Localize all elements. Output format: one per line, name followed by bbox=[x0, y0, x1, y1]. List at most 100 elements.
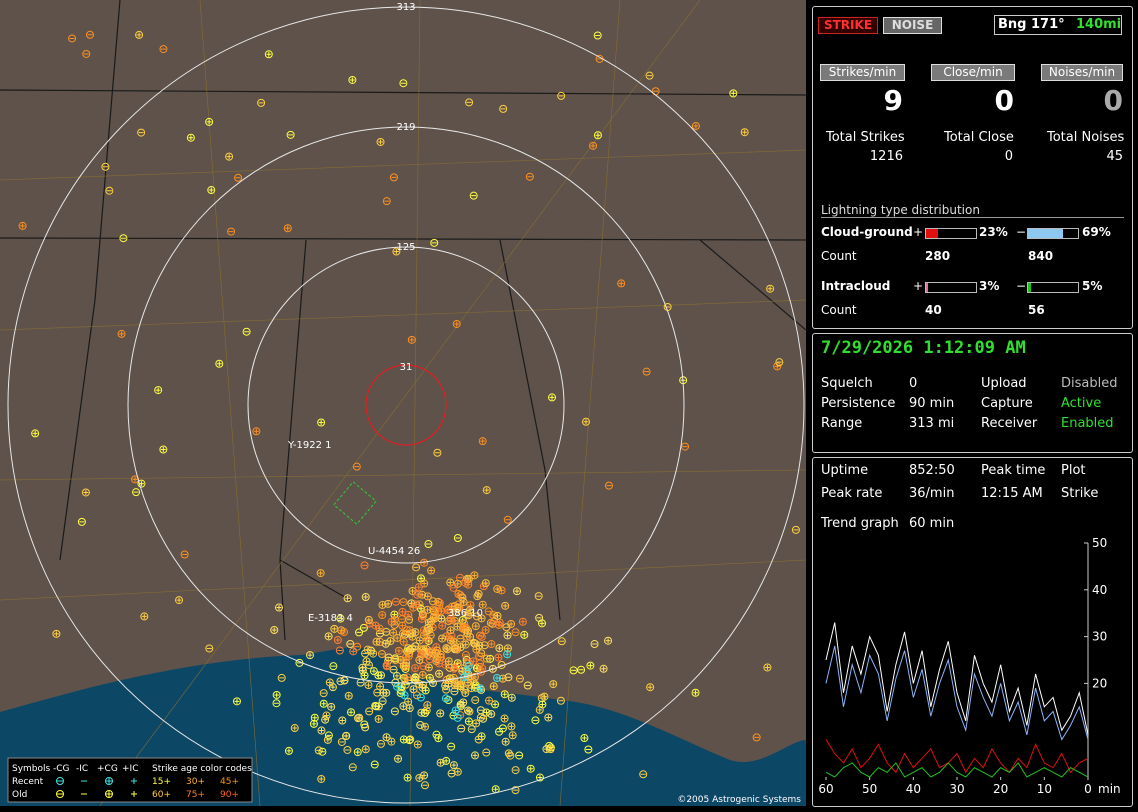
field: Upload bbox=[981, 376, 1027, 391]
field: Strike bbox=[1061, 486, 1099, 501]
strike-symbol bbox=[324, 632, 333, 641]
strike-symbol bbox=[433, 448, 442, 457]
strike-symbol bbox=[333, 635, 342, 644]
strike-symbol bbox=[507, 620, 516, 629]
strike-symbol bbox=[429, 607, 438, 616]
strike-symbol bbox=[424, 625, 433, 634]
strike-symbol bbox=[309, 719, 318, 728]
strike-symbol bbox=[465, 98, 474, 107]
strike-symbol bbox=[407, 335, 416, 344]
field: Receiver bbox=[981, 416, 1038, 431]
count: 840 bbox=[1028, 249, 1054, 263]
percent: 3% bbox=[979, 279, 1000, 293]
strike-symbol bbox=[557, 91, 566, 100]
strike-symbol bbox=[420, 781, 429, 790]
strike-symbol bbox=[411, 600, 420, 609]
strike-symbol bbox=[159, 45, 168, 54]
strike-symbol bbox=[577, 665, 586, 674]
strike-symbol bbox=[284, 746, 293, 755]
strike-button[interactable]: STRIKE bbox=[818, 17, 878, 34]
strike-symbol bbox=[452, 319, 461, 328]
strike-symbol bbox=[393, 682, 402, 691]
strike-symbol bbox=[430, 238, 439, 247]
strike-symbol bbox=[329, 662, 338, 671]
strike-symbol bbox=[374, 714, 383, 723]
strike-symbol bbox=[186, 133, 195, 142]
strike-symbol bbox=[392, 247, 401, 256]
total-value: 0 bbox=[1004, 149, 1013, 164]
datetime: 7/29/2026 1:12:09 AM bbox=[821, 338, 1026, 358]
strike-symbol bbox=[508, 731, 517, 740]
strike-symbol bbox=[328, 683, 337, 692]
legend-age: 60+ bbox=[152, 790, 171, 800]
strike-symbol bbox=[376, 137, 385, 146]
strike-symbol bbox=[453, 534, 462, 543]
strike-symbol bbox=[264, 50, 273, 59]
strike-symbol bbox=[400, 675, 409, 684]
strike-symbol bbox=[400, 691, 409, 700]
strike-symbol bbox=[557, 637, 566, 646]
strike-symbol bbox=[412, 691, 421, 700]
strike-symbol bbox=[435, 669, 444, 678]
strike-symbol bbox=[414, 583, 423, 592]
strike-symbol bbox=[397, 615, 406, 624]
legend-symbols bbox=[56, 777, 137, 798]
bar bbox=[926, 283, 928, 292]
strike-symbol bbox=[354, 714, 363, 723]
ring-label: 219 bbox=[396, 122, 415, 133]
strike-symbol bbox=[511, 786, 520, 795]
y-tick-label: 40 bbox=[1092, 583, 1107, 597]
x-tick-label: 60 bbox=[818, 782, 833, 796]
strike-symbol bbox=[604, 636, 613, 645]
strike-symbol bbox=[639, 770, 648, 779]
strike-symbol bbox=[501, 601, 510, 610]
x-tick-label: 0 bbox=[1084, 782, 1092, 796]
strike-symbol bbox=[420, 771, 429, 780]
storm-label: E-3183 4 bbox=[308, 613, 353, 624]
total-label: Total Close bbox=[944, 130, 1014, 145]
strike-symbol bbox=[374, 671, 383, 680]
strike-symbol bbox=[105, 186, 114, 195]
strike-symbol bbox=[376, 739, 385, 748]
strike-symbol bbox=[501, 737, 510, 746]
strike-symbol bbox=[546, 745, 555, 754]
strike-symbol bbox=[477, 614, 486, 623]
strike-symbol bbox=[548, 393, 557, 402]
legend-box bbox=[7, 757, 253, 803]
strike-symbol bbox=[491, 785, 500, 794]
strike-symbol bbox=[379, 688, 388, 697]
strike-symbol bbox=[580, 734, 589, 743]
strike-symbol bbox=[593, 131, 602, 140]
strike-symbol bbox=[316, 569, 325, 578]
strike-symbol bbox=[487, 710, 496, 719]
bearing: Bng 171° bbox=[998, 17, 1065, 32]
strike-symbol bbox=[327, 702, 336, 711]
strike-symbol bbox=[446, 578, 455, 587]
strike-symbol bbox=[283, 224, 292, 233]
rate-label: Noises/min bbox=[1041, 64, 1123, 81]
close-ring bbox=[365, 364, 447, 446]
strike-symbol bbox=[464, 580, 473, 589]
strike-symbol bbox=[729, 89, 738, 98]
strike-symbol bbox=[352, 462, 361, 471]
field: 60 min bbox=[909, 516, 955, 531]
strike-symbol bbox=[752, 733, 761, 742]
strike-symbol bbox=[234, 173, 243, 182]
strike-symbol bbox=[544, 713, 553, 722]
strike-symbol bbox=[476, 659, 485, 668]
sign: + bbox=[913, 279, 924, 293]
noise-button[interactable]: NOISE bbox=[883, 17, 942, 34]
state-borders bbox=[0, 0, 806, 641]
field: Peak rate bbox=[821, 486, 883, 501]
strike-symbol bbox=[399, 702, 408, 711]
strike-symbol bbox=[404, 651, 413, 660]
field: Disabled bbox=[1061, 376, 1118, 391]
strike-symbol bbox=[317, 418, 326, 427]
strike-symbol bbox=[515, 674, 524, 683]
strike-symbol bbox=[442, 685, 451, 694]
field: Plot bbox=[1061, 463, 1086, 478]
strike-symbol bbox=[462, 624, 471, 633]
field: 36/min bbox=[909, 486, 955, 501]
strike-symbol bbox=[411, 664, 420, 673]
strike-symbol bbox=[205, 644, 214, 653]
